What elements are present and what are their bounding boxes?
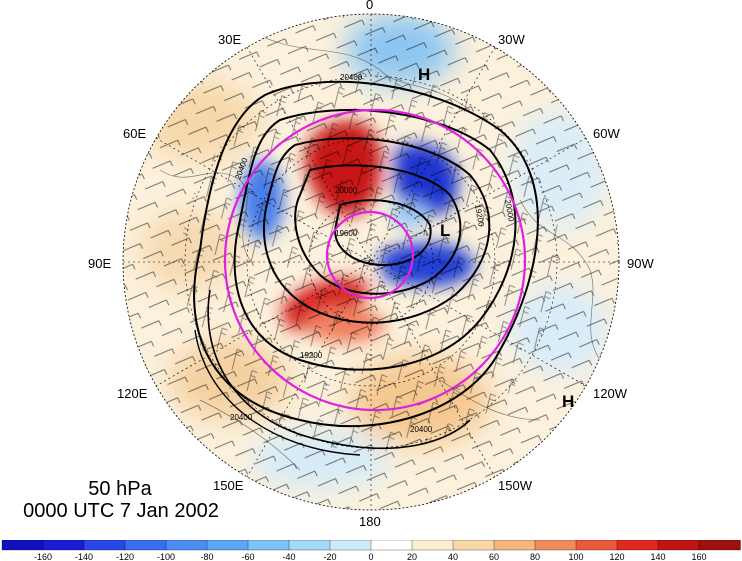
colorbar-swatch: [124, 540, 167, 551]
colorbar-swatch: [411, 540, 454, 551]
colorbar-tick-label: 120: [609, 552, 624, 561]
valid-time-title: 0000 UTC 7 Jan 2002: [23, 500, 219, 522]
colorbar-tick-label: -20: [323, 552, 336, 561]
lon-label-60w: 60W: [593, 126, 620, 141]
colorbar-swatch: [247, 540, 290, 551]
colorbar-swatch: [370, 540, 413, 551]
wind-barbs: [123, 14, 619, 510]
map-boundary: [122, 13, 620, 511]
lon-label-30w: 30W: [498, 32, 525, 47]
lon-label-60e: 60E: [123, 126, 146, 141]
colorbar-swatch: [452, 540, 495, 551]
contour-label: 20400: [340, 73, 363, 82]
lon-label-30e: 30E: [218, 32, 241, 47]
colorbar-swatch: [42, 540, 85, 551]
colorbar-tick-label: -80: [200, 552, 213, 561]
contour-label: 19600: [335, 229, 358, 238]
contour-label: 19200: [300, 351, 323, 360]
colorbar-tick-label: 40: [448, 552, 458, 561]
color-scale-bar: -160 -140 -120 -100 -80 -60 -40 -20 0 20 40 60 80 100…: [1, 540, 741, 561]
high-pressure-north: H: [418, 65, 430, 84]
colorbar-swatch: [206, 540, 249, 551]
contour-label: 20000: [335, 186, 358, 195]
colorbar-swatch: [329, 540, 372, 551]
low-pressure-center: L: [440, 221, 450, 240]
lon-label-90e: 90E: [88, 256, 111, 271]
colorbar-tick-label: 60: [489, 552, 499, 561]
colorbar-tick-label: 160: [691, 552, 706, 561]
colorbar-swatch: [534, 540, 577, 551]
lon-label-90w: 90W: [627, 256, 654, 271]
contour-label: 20400: [230, 413, 253, 422]
lon-label-150w: 150W: [498, 478, 533, 493]
colorbar-tick-label: -100: [157, 552, 175, 561]
colorbar-swatch: [165, 540, 208, 551]
colorbar-tick-label: 0: [368, 552, 373, 561]
lon-label-180: 180: [359, 514, 381, 529]
colorbar-swatch: [575, 540, 618, 551]
colorbar-tick-label: 140: [650, 552, 665, 561]
colorbar-tick-label: 20: [407, 552, 417, 561]
lon-label-120w: 120W: [593, 386, 628, 401]
colorbar-tick-label: -60: [241, 552, 254, 561]
colorbar-tick-label: 100: [568, 552, 583, 561]
colorbar-swatch: [1, 540, 44, 551]
colorbar-swatch: [698, 540, 741, 551]
colorbar-tick-label: -160: [34, 552, 52, 561]
colorbar-tick-label: -140: [75, 552, 93, 561]
high-pressure-southeast: H: [562, 392, 574, 411]
lon-label-120e: 120E: [117, 386, 148, 401]
contour-label: 19200: [473, 204, 486, 228]
colorbar-swatch: [83, 540, 126, 551]
pressure-level-title: 50 hPa: [88, 478, 152, 500]
colorbar-tick-label: -40: [282, 552, 295, 561]
longitude-labels: 0 30W 60W 90W 120W 150W 180 150E 120E 90…: [88, 0, 654, 529]
colorbar-swatch: [493, 540, 536, 551]
contour-label: 20000: [503, 199, 516, 223]
colorbar-swatch: [657, 540, 700, 551]
lon-label-150e: 150E: [213, 478, 244, 493]
contour-label: 20400: [410, 425, 433, 434]
colorbar-swatch: [616, 540, 659, 551]
reference-circles: [223, 108, 527, 412]
colorbar-swatch: [288, 540, 331, 551]
coastlines: [159, 29, 601, 471]
colorbar-tick-label: -120: [116, 552, 134, 561]
height-contours: [193, 80, 539, 456]
colorbar-tick-label: 80: [530, 552, 540, 561]
lon-label-0: 0: [366, 0, 373, 12]
